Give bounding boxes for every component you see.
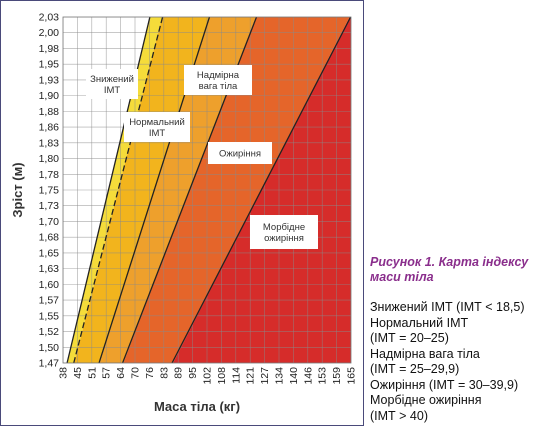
y-tick-label: 1,55 bbox=[39, 310, 60, 322]
bmi-boundary-line bbox=[171, 17, 351, 363]
x-tick-label: 95 bbox=[187, 367, 199, 379]
plot-border bbox=[62, 16, 352, 364]
x-tick-label: 83 bbox=[158, 367, 170, 379]
x-tick-label: 121 bbox=[245, 367, 257, 385]
zone-label-obese-box bbox=[208, 142, 272, 164]
zone-label-morbid-text: ожиріння bbox=[264, 233, 304, 244]
zone-label-normal-text: Нормальний bbox=[129, 117, 185, 128]
y-tick-label: 1,68 bbox=[39, 232, 60, 244]
x-tick-label: 146 bbox=[302, 367, 314, 385]
y-tick-label: 1,70 bbox=[39, 216, 60, 228]
y-tick-label: 1,83 bbox=[39, 137, 60, 149]
x-tick-label: 127 bbox=[259, 367, 271, 385]
zone-label-normal-box bbox=[124, 112, 190, 142]
x-tick-label: 64 bbox=[115, 367, 127, 379]
zone-label-morbid-box bbox=[250, 215, 318, 249]
y-tick-label: 1,90 bbox=[39, 90, 60, 102]
y-tick-label: 1,52 bbox=[39, 326, 60, 338]
x-tick-label: 102 bbox=[202, 367, 214, 385]
y-tick-label: 2,03 bbox=[39, 12, 60, 24]
zone-label-underweight-text: ІМТ bbox=[104, 85, 121, 96]
zone-label-morbid-text: Морбідне bbox=[263, 222, 305, 233]
x-axis-label: Маса тіла (кг) bbox=[154, 399, 240, 414]
y-tick-label: 1,75 bbox=[39, 185, 60, 197]
x-tick-label: 114 bbox=[230, 367, 242, 384]
x-tick-label: 140 bbox=[288, 367, 300, 385]
zone-label-underweight-box bbox=[86, 69, 138, 99]
y-tick-label: 1,95 bbox=[39, 59, 60, 71]
caption-item-normal: Нормальний ІМТ (ІМТ = 20–25) bbox=[370, 315, 469, 346]
y-tick-label: 1,47 bbox=[39, 358, 60, 370]
y-tick-label: 1,93 bbox=[39, 74, 60, 86]
figure-caption: Рисунок 1. Карта індексу маси тіла Зниже… bbox=[370, 255, 538, 424]
plot-area bbox=[63, 17, 351, 363]
caption-item-underweight: Знижений ІМТ (ІМТ < 18,5) bbox=[370, 300, 525, 314]
y-tick-label: 1,78 bbox=[39, 169, 60, 181]
y-tick-label: 1,80 bbox=[39, 153, 60, 165]
x-tick-label: 70 bbox=[130, 367, 142, 379]
x-tick-label: 134 bbox=[274, 367, 286, 385]
y-tick-label: 1,98 bbox=[39, 43, 60, 55]
y-tick-label: 1,73 bbox=[39, 200, 60, 212]
zone-label-normal-text: ІМТ bbox=[149, 128, 166, 139]
x-tick-label: 153 bbox=[317, 367, 329, 385]
y-axis-label: Зріст (м) bbox=[10, 162, 25, 217]
x-tick-label: 89 bbox=[173, 367, 185, 379]
y-tick-label: 1,88 bbox=[39, 106, 60, 118]
x-tick-label: 76 bbox=[144, 367, 156, 379]
y-tick-label: 1,65 bbox=[39, 247, 60, 259]
x-tick-label: 38 bbox=[58, 367, 70, 379]
y-tick-label: 1,63 bbox=[39, 263, 60, 275]
bmi-chart: 1,47 1,50 1,52 1,55 1,57 1,60 1,63 1,65 1,68 1,70… bbox=[10, 12, 358, 415]
x-tick-label: 165 bbox=[346, 367, 358, 385]
zone-label-overweight-text: вага тіла bbox=[199, 81, 238, 92]
y-tick-label: 1,57 bbox=[39, 295, 60, 307]
y-tick-label: 2,00 bbox=[39, 27, 60, 39]
zone-label-obese: Ожиріння bbox=[208, 142, 272, 164]
x-tick-label: 108 bbox=[216, 367, 228, 385]
x-tick-label: 159 bbox=[331, 367, 343, 385]
y-tick-label: 1,50 bbox=[39, 342, 60, 354]
bmi-dashed-line bbox=[73, 17, 164, 363]
zone-label-underweight-text: Знижений bbox=[90, 74, 134, 85]
x-tick-label: 45 bbox=[72, 367, 84, 379]
caption-title: Рисунок 1. Карта індексу маси тіла bbox=[370, 255, 529, 284]
x-tick-label: 57 bbox=[101, 367, 113, 379]
zone-label-overweight-text: Надмірна bbox=[197, 70, 240, 81]
y-tick-label: 1,86 bbox=[39, 122, 60, 134]
zone-label-obese-text: Ожиріння bbox=[219, 149, 261, 160]
zone-label-overweight-box bbox=[184, 65, 252, 95]
caption-item-obese: Ожиріння (ІМТ = 30–39,9) bbox=[370, 377, 519, 392]
caption-item-overweight: Надмірна вага тіла (ІМТ = 25–29,9) bbox=[370, 346, 480, 377]
x-tick-label: 51 bbox=[86, 367, 98, 379]
y-tick-label: 1,60 bbox=[39, 279, 60, 291]
caption-item-morbid: Морбідне ожиріння (ІМТ > 40) bbox=[370, 393, 482, 423]
